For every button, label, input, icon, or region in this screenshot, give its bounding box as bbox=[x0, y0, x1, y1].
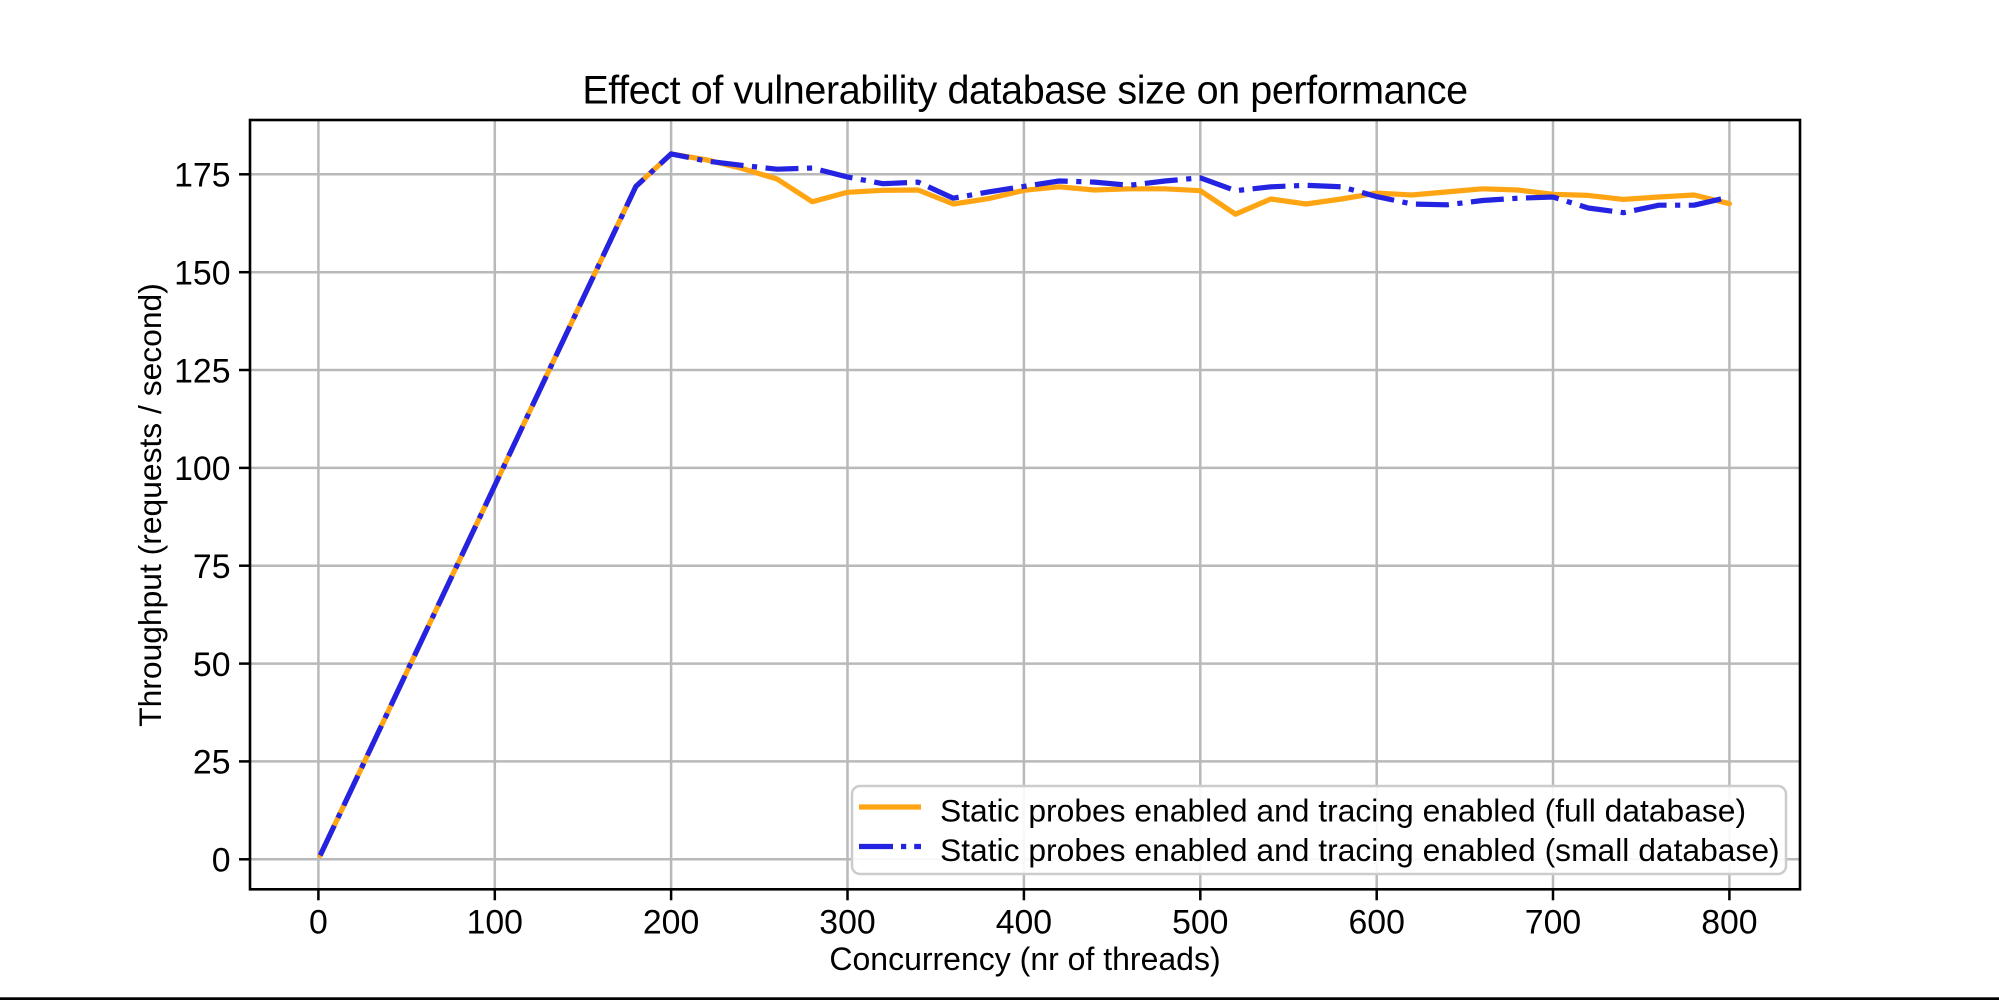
svg-text:175: 175 bbox=[174, 157, 230, 195]
svg-text:75: 75 bbox=[193, 548, 231, 586]
svg-text:Throughput (requests / second): Throughput (requests / second) bbox=[132, 283, 168, 727]
svg-text:Static probes enabled and trac: Static probes enabled and tracing enable… bbox=[940, 832, 1780, 868]
svg-text:Concurrency (nr of threads): Concurrency (nr of threads) bbox=[829, 941, 1220, 977]
svg-text:200: 200 bbox=[643, 904, 699, 942]
svg-text:25: 25 bbox=[193, 744, 231, 782]
svg-text:700: 700 bbox=[1525, 904, 1581, 942]
svg-text:125: 125 bbox=[174, 352, 230, 390]
svg-text:800: 800 bbox=[1701, 904, 1757, 942]
svg-text:0: 0 bbox=[309, 904, 328, 942]
svg-text:100: 100 bbox=[174, 450, 230, 488]
svg-text:Effect of vulnerability databa: Effect of vulnerability database size on… bbox=[582, 69, 1467, 113]
svg-text:500: 500 bbox=[1172, 904, 1228, 942]
svg-text:100: 100 bbox=[467, 904, 523, 942]
svg-text:0: 0 bbox=[212, 842, 231, 880]
svg-text:50: 50 bbox=[193, 646, 231, 684]
svg-text:400: 400 bbox=[996, 904, 1052, 942]
svg-text:150: 150 bbox=[174, 255, 230, 293]
svg-text:Static probes enabled and trac: Static probes enabled and tracing enable… bbox=[940, 793, 1746, 829]
svg-text:300: 300 bbox=[819, 904, 875, 942]
svg-text:600: 600 bbox=[1349, 904, 1405, 942]
